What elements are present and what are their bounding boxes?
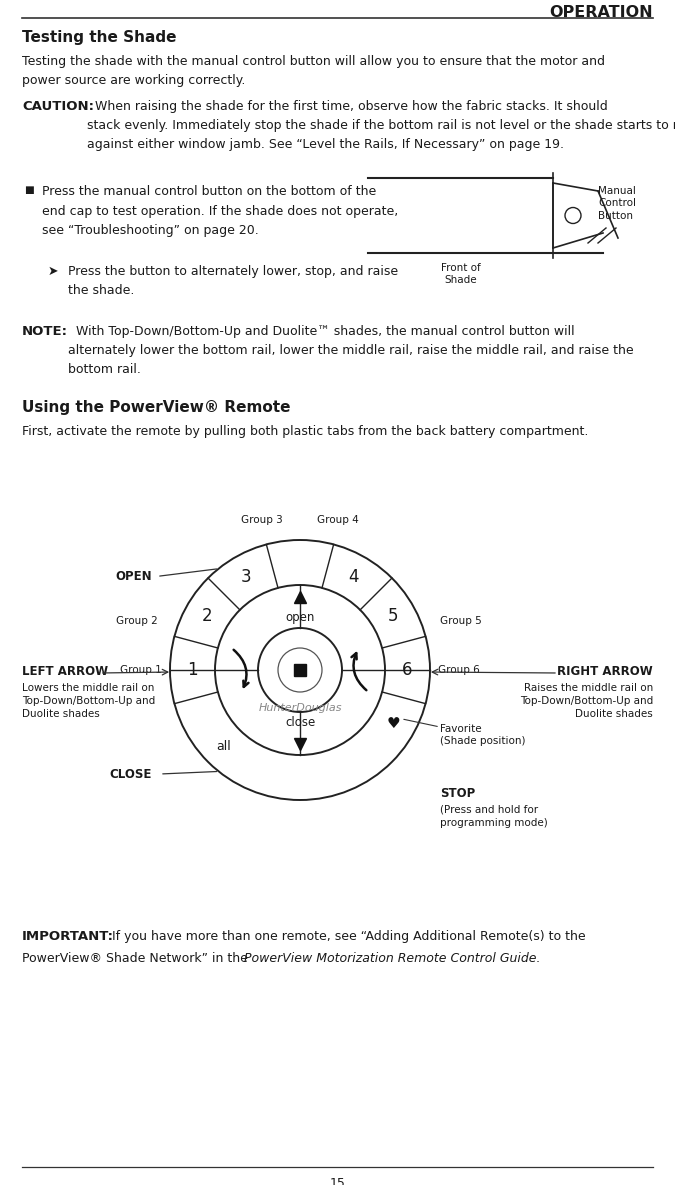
Text: close: close xyxy=(285,716,315,729)
Text: PowerView Motorization Remote Control Guide.: PowerView Motorization Remote Control Gu… xyxy=(244,952,541,965)
Text: IMPORTANT:: IMPORTANT: xyxy=(22,930,114,943)
Text: Raises the middle rail on
Top-Down/Bottom-Up and
Duolite shades: Raises the middle rail on Top-Down/Botto… xyxy=(520,683,653,719)
Text: Favorite
(Shade position): Favorite (Shade position) xyxy=(440,724,526,747)
Text: Group 4: Group 4 xyxy=(317,515,359,525)
Circle shape xyxy=(278,648,322,692)
Text: CAUTION:: CAUTION: xyxy=(22,100,94,113)
Text: OPERATION: OPERATION xyxy=(549,5,653,20)
Text: ➤: ➤ xyxy=(48,265,59,278)
Text: Lowers the middle rail on
Top-Down/Bottom-Up and
Duolite shades: Lowers the middle rail on Top-Down/Botto… xyxy=(22,683,155,719)
Text: With Top-Down/Bottom-Up and Duolite™ shades, the manual control button will
alte: With Top-Down/Bottom-Up and Duolite™ sha… xyxy=(68,325,634,376)
Text: (Press and hold for
programming mode): (Press and hold for programming mode) xyxy=(440,805,547,828)
Text: Group 5: Group 5 xyxy=(440,615,482,626)
Text: Manual
Control
Button: Manual Control Button xyxy=(598,186,636,220)
Text: Group 6: Group 6 xyxy=(438,665,480,675)
Text: OPEN: OPEN xyxy=(115,570,152,583)
Text: Group 3: Group 3 xyxy=(241,515,283,525)
Text: STOP: STOP xyxy=(440,787,475,800)
Text: all: all xyxy=(217,739,232,752)
Text: HunterDouglas: HunterDouglas xyxy=(259,703,342,713)
Text: CLOSE: CLOSE xyxy=(109,768,152,781)
Text: Front of
Shade: Front of Shade xyxy=(441,263,481,286)
Text: 2: 2 xyxy=(202,607,212,626)
Text: Group 1: Group 1 xyxy=(120,665,162,675)
Text: LEFT ARROW: LEFT ARROW xyxy=(22,665,108,678)
Text: open: open xyxy=(286,611,315,624)
Text: Testing the shade with the manual control button will allow you to ensure that t: Testing the shade with the manual contro… xyxy=(22,55,605,87)
Text: Testing the Shade: Testing the Shade xyxy=(22,30,176,45)
Text: Press the manual control button on the bottom of the
end cap to test operation. : Press the manual control button on the b… xyxy=(42,185,398,237)
Circle shape xyxy=(215,585,385,755)
Text: 6: 6 xyxy=(402,661,412,679)
Text: 1: 1 xyxy=(187,661,198,679)
Text: 3: 3 xyxy=(241,568,252,585)
Circle shape xyxy=(258,628,342,712)
Text: Press the button to alternately lower, stop, and raise
the shade.: Press the button to alternately lower, s… xyxy=(68,265,398,297)
Text: NOTE:: NOTE: xyxy=(22,325,68,338)
Text: Group 2: Group 2 xyxy=(116,615,158,626)
Text: 5: 5 xyxy=(388,607,398,626)
Text: 15: 15 xyxy=(329,1177,346,1185)
Text: First, activate the remote by pulling both plastic tabs from the back battery co: First, activate the remote by pulling bo… xyxy=(22,425,589,438)
Circle shape xyxy=(565,207,581,224)
Text: ♥: ♥ xyxy=(386,716,400,731)
Text: If you have more than one remote, see “Adding Additional Remote(s) to the: If you have more than one remote, see “A… xyxy=(104,930,586,943)
Text: 4: 4 xyxy=(348,568,359,585)
Text: ■: ■ xyxy=(24,185,34,196)
Circle shape xyxy=(170,540,430,800)
Text: When raising the shade for the first time, observe how the fabric stacks. It sho: When raising the shade for the first tim… xyxy=(87,100,675,150)
Text: Using the PowerView® Remote: Using the PowerView® Remote xyxy=(22,401,290,415)
Text: PowerView® Shade Network” in the: PowerView® Shade Network” in the xyxy=(22,952,252,965)
Text: RIGHT ARROW: RIGHT ARROW xyxy=(558,665,653,678)
